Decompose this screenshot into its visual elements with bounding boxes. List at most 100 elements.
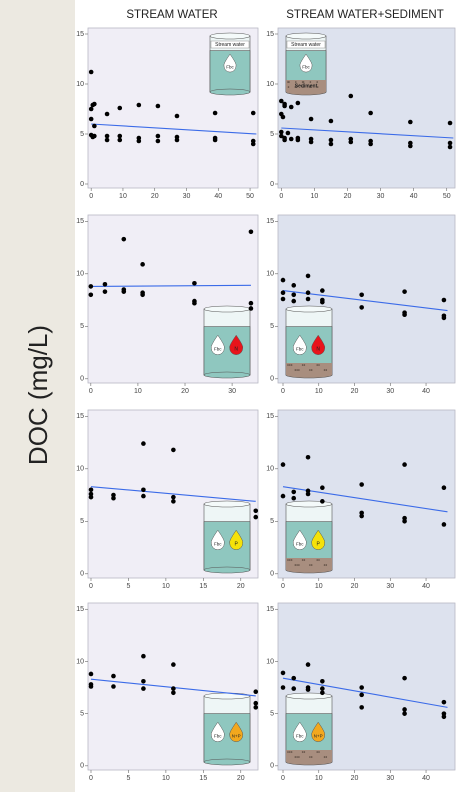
- x-tick-label: 0: [281, 583, 285, 590]
- sediment-grain: [302, 559, 304, 561]
- jar-bottom: [204, 372, 250, 378]
- data-point: [320, 686, 325, 691]
- y-tick-label: 0: [80, 181, 84, 188]
- y-tick-label: 0: [270, 181, 274, 188]
- data-point: [121, 289, 126, 294]
- y-tick-label: 5: [80, 131, 84, 138]
- data-point: [281, 297, 286, 302]
- y-tick-label: 5: [80, 710, 84, 717]
- data-point: [105, 138, 110, 143]
- y-tick-label: 15: [76, 606, 84, 613]
- y-tick-label: 5: [270, 518, 274, 525]
- sediment-grain: [318, 364, 320, 366]
- y-tick-label: 0: [270, 571, 274, 578]
- data-point: [253, 701, 258, 706]
- data-point: [253, 515, 258, 520]
- data-point: [320, 499, 325, 504]
- y-tick-label: 5: [270, 131, 274, 138]
- sediment-grain: [304, 364, 306, 366]
- sediment-grain: [291, 751, 293, 753]
- data-point: [359, 293, 364, 298]
- data-point: [402, 462, 407, 467]
- sediment-grain: [298, 369, 300, 371]
- sediment-grain: [288, 86, 290, 88]
- data-point: [117, 138, 122, 143]
- drop-label: Fbc: [296, 541, 304, 546]
- jar-label: Stream water: [291, 42, 321, 48]
- y-tick-label: 10: [266, 466, 274, 473]
- sediment-grain: [316, 559, 318, 561]
- data-point: [320, 690, 325, 695]
- x-tick-label: 0: [281, 388, 285, 395]
- x-tick-label: 20: [151, 193, 159, 200]
- data-point: [156, 134, 161, 139]
- jar-icon: FbcN+P: [204, 693, 250, 765]
- y-tick-label: 5: [80, 323, 84, 330]
- data-point: [368, 142, 373, 147]
- data-point: [282, 138, 287, 143]
- data-point: [309, 140, 314, 145]
- y-tick-label: 0: [270, 763, 274, 770]
- drop-label: N: [234, 347, 238, 353]
- data-point: [251, 142, 256, 147]
- x-tick-label: 30: [183, 193, 191, 200]
- sediment-grain: [296, 564, 298, 566]
- y-tick-label: 10: [76, 81, 84, 88]
- data-point: [306, 455, 311, 460]
- jar-water: [204, 522, 250, 570]
- sediment-grain: [324, 564, 326, 566]
- x-tick-label: 30: [386, 388, 394, 395]
- data-point: [402, 707, 407, 712]
- drop-label: Fbc: [226, 64, 234, 69]
- sediment-grain: [318, 559, 320, 561]
- y-tick-label: 15: [266, 218, 274, 225]
- figure: DOC (mg/L) STREAM WATER STREAM WATER+SED…: [0, 0, 472, 792]
- drop-label: Fbc: [214, 346, 222, 351]
- y-tick-label: 5: [270, 323, 274, 330]
- data-point: [306, 687, 311, 692]
- data-point: [296, 138, 301, 143]
- sediment-grain: [309, 756, 311, 758]
- jar-label: Stream water: [215, 42, 245, 48]
- data-point: [111, 674, 116, 679]
- data-point: [291, 496, 296, 501]
- x-tick-label: 10: [315, 583, 323, 590]
- data-point: [281, 278, 286, 283]
- data-point: [117, 134, 122, 139]
- drop-label: N+P: [314, 733, 323, 738]
- jar-rim: [286, 501, 332, 507]
- sediment-grain: [296, 369, 298, 371]
- data-point: [448, 121, 453, 126]
- data-point: [281, 494, 286, 499]
- data-point: [359, 693, 364, 698]
- sediment-grain: [287, 751, 289, 753]
- y-tick-label: 15: [76, 218, 84, 225]
- data-point: [442, 714, 447, 719]
- data-point: [281, 290, 286, 295]
- x-tick-label: 30: [377, 193, 385, 200]
- y-tick-label: 5: [80, 518, 84, 525]
- y-tick-label: 15: [266, 31, 274, 38]
- data-point: [213, 138, 218, 143]
- sediment-grain: [316, 364, 318, 366]
- y-tick-label: 10: [76, 658, 84, 665]
- jar-bottom: [210, 89, 250, 95]
- sediment-grain: [289, 364, 291, 366]
- data-point: [89, 117, 94, 122]
- sediment-grain: [324, 369, 326, 371]
- data-point: [105, 134, 110, 139]
- sediment-grain: [304, 559, 306, 561]
- data-point: [249, 230, 254, 235]
- data-point: [171, 495, 176, 500]
- data-point: [291, 283, 296, 288]
- jar-rim: [210, 33, 250, 39]
- x-tick-label: 30: [386, 583, 394, 590]
- jar-icon: SedimentStream waterFbc: [286, 33, 326, 95]
- sediment-grain: [309, 564, 311, 566]
- sediment-grain: [289, 751, 291, 753]
- data-point: [402, 519, 407, 524]
- data-point: [156, 139, 161, 144]
- sediment-grain: [298, 564, 300, 566]
- drop-label: N: [316, 347, 320, 353]
